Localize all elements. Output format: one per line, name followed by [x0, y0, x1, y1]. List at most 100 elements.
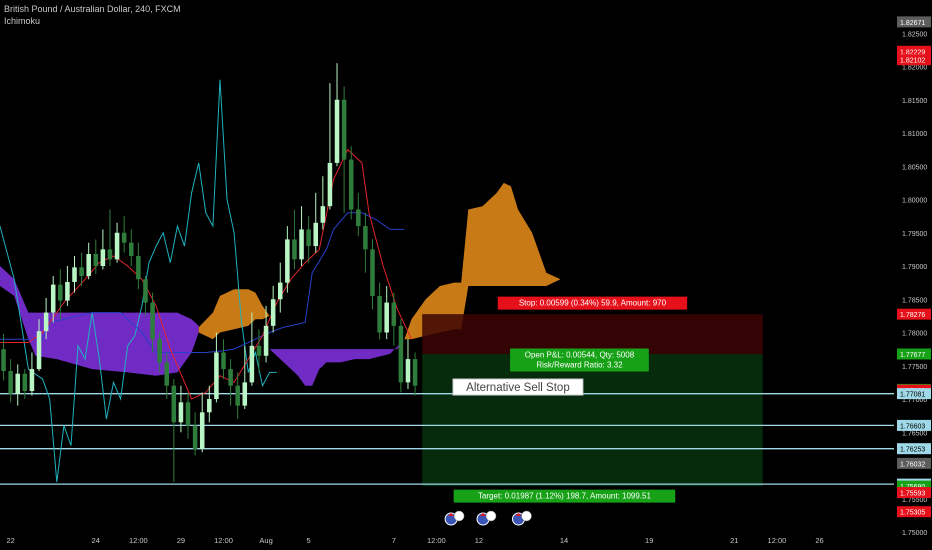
candle-body	[327, 162, 333, 207]
candlesticks	[1, 63, 418, 483]
candle-body	[136, 256, 141, 280]
price-tag[interactable]	[897, 419, 931, 431]
candle-body	[107, 249, 113, 260]
price-tag-label: 1.76603	[900, 423, 925, 430]
candle	[107, 209, 113, 266]
candle-body	[171, 385, 177, 423]
event-icon	[485, 510, 497, 522]
time-tick-label: 19	[645, 536, 653, 545]
time-tick-label: 12:00	[214, 536, 233, 545]
price-tag[interactable]	[897, 443, 931, 455]
time-tick-label: 5	[307, 536, 311, 545]
candle-body	[277, 282, 283, 300]
target-label[interactable]: Target: 0.01987 (1.12%) 198.7, Amount: 1…	[453, 489, 676, 503]
candle-body	[8, 371, 13, 394]
stop-label[interactable]: Stop: 0.00599 (0.34%) 59.9, Amount: 970	[497, 296, 688, 310]
time-tick-label: 29	[177, 536, 185, 545]
candle	[86, 242, 91, 280]
candle	[412, 352, 418, 396]
candle-body	[348, 159, 354, 210]
pnl-label-text: Open P&L: 0.00544, Qty: 5008	[525, 350, 635, 359]
event-icon	[453, 510, 465, 522]
candle-body	[398, 325, 404, 383]
candle-body	[292, 239, 297, 260]
flag-accent-icon	[480, 513, 487, 516]
candle-body	[270, 299, 276, 326]
candle-body	[341, 99, 347, 160]
candle-body	[164, 362, 170, 386]
price-tag[interactable]	[897, 457, 931, 469]
candle	[58, 269, 63, 320]
candle	[72, 256, 77, 293]
candle-body	[356, 209, 361, 227]
indicator-label[interactable]: Ichimoku	[4, 16, 41, 26]
pnl-label[interactable]: Open P&L: 0.00544, Qty: 5008Risk/Reward …	[510, 348, 649, 372]
stop-zone[interactable]	[422, 314, 763, 354]
price-axis[interactable]: 1.82500 1.82000 1.81500 1.81000 1.80500 1.800…	[894, 0, 932, 550]
candle	[363, 212, 368, 273]
candle-body	[22, 373, 28, 392]
candle-body	[121, 232, 127, 243]
candle	[143, 275, 148, 316]
event-badges[interactable]	[444, 510, 532, 526]
time-tick-label: 12:00	[129, 536, 148, 545]
candle-body	[15, 373, 21, 394]
price-tag[interactable]	[897, 348, 931, 360]
candle-body	[306, 229, 311, 247]
candle-body	[214, 352, 219, 399]
price-tick-label: 1.77000	[902, 397, 927, 404]
price-tick-label: 1.81000	[902, 131, 927, 138]
candle-body	[370, 249, 375, 296]
event-badge[interactable]	[476, 510, 497, 526]
candle	[405, 339, 411, 390]
event-icon	[521, 510, 532, 522]
candle	[356, 192, 361, 237]
candle-body	[143, 279, 148, 303]
flag-accent-icon	[515, 513, 522, 516]
candle	[178, 385, 184, 433]
price-tag-label: 1.75593	[900, 491, 925, 498]
candle	[384, 285, 389, 340]
price-tag[interactable]	[897, 506, 931, 518]
candle	[185, 392, 191, 439]
price-tick-label: 1.79500	[902, 231, 927, 238]
price-tag[interactable]	[897, 487, 931, 499]
target-zone[interactable]	[422, 353, 763, 487]
stop-label-bg	[497, 296, 688, 310]
candle-body	[114, 232, 120, 260]
candle	[235, 372, 240, 419]
time-axis[interactable]: 22 24 12:00 29 12:00 Aug 5 7 12:00 12 14 19 21 12:00 2…	[6, 536, 823, 545]
candle	[299, 206, 304, 266]
cloud-segment	[0, 266, 199, 376]
candle-body	[36, 331, 42, 370]
price-tag[interactable]	[897, 308, 931, 320]
event-badge[interactable]	[512, 510, 532, 526]
annotation-text: Alternative Sell Stop	[466, 382, 570, 394]
event-badge[interactable]	[444, 510, 465, 526]
candle	[306, 216, 311, 263]
candle-body	[43, 312, 49, 332]
candle	[270, 285, 276, 333]
position-zones	[422, 314, 763, 487]
candle	[8, 359, 13, 403]
candle-body	[256, 345, 262, 356]
price-tag[interactable]	[897, 388, 931, 400]
candle	[214, 332, 219, 403]
candle-body	[412, 359, 418, 386]
candle	[341, 86, 347, 213]
lagging-span-line	[0, 79, 277, 483]
annotation-alternative-sell-stop[interactable]: Alternative Sell Stop	[452, 378, 584, 396]
candle	[221, 339, 226, 380]
candle-body	[150, 302, 155, 340]
price-tag[interactable]	[897, 45, 931, 57]
candle-body	[157, 339, 162, 363]
candle-body	[207, 399, 212, 413]
candle	[43, 297, 49, 340]
price-tag[interactable]	[897, 480, 931, 492]
price-tag[interactable]	[897, 54, 931, 66]
candle-body	[263, 325, 269, 356]
candle	[22, 369, 28, 399]
price-tag[interactable]	[897, 16, 931, 28]
time-tick-label: 26	[815, 536, 823, 545]
